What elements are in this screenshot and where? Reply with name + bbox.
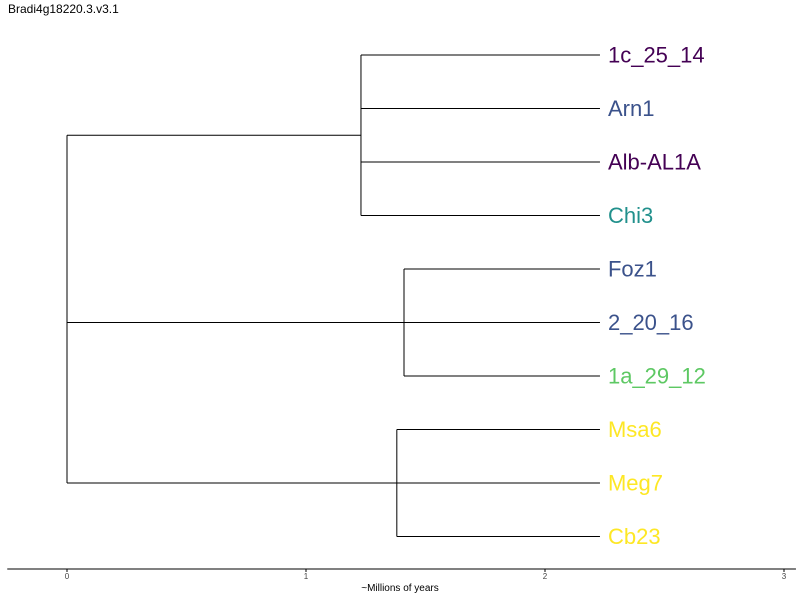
leaf-label: Meg7 xyxy=(608,471,663,496)
chart-title: Bradi4g18220.3.v3.1 xyxy=(8,2,119,16)
leaf-label: Arn1 xyxy=(608,96,654,121)
branches-group xyxy=(66,54,600,537)
x-axis-label: ~Millions of years xyxy=(361,583,439,594)
leaf-label: 1c_25_14 xyxy=(608,43,705,68)
leaf-label: Chi3 xyxy=(608,203,653,228)
leaf-label: 1a_29_12 xyxy=(608,364,706,389)
leaf-label: Foz1 xyxy=(608,257,657,282)
leaf-labels-group: 1c_25_14 Arn1 Alb-AL1A Chi3 Foz1 2_20_16 1a_29… xyxy=(608,43,706,550)
leaf-label: Msa6 xyxy=(608,417,662,442)
x-tick-label: 1 xyxy=(304,572,309,581)
x-axis: 0 1 2 3 xyxy=(7,568,796,581)
leaf-label: 2_20_16 xyxy=(608,310,694,335)
x-tick-label: 2 xyxy=(543,572,548,581)
x-axis-ticks: 0 1 2 3 xyxy=(65,569,787,581)
x-tick-label: 3 xyxy=(782,572,787,581)
x-tick-label: 0 xyxy=(65,572,70,581)
leaf-label: Alb-AL1A xyxy=(608,150,701,175)
leaf-label: Cb23 xyxy=(608,524,661,549)
